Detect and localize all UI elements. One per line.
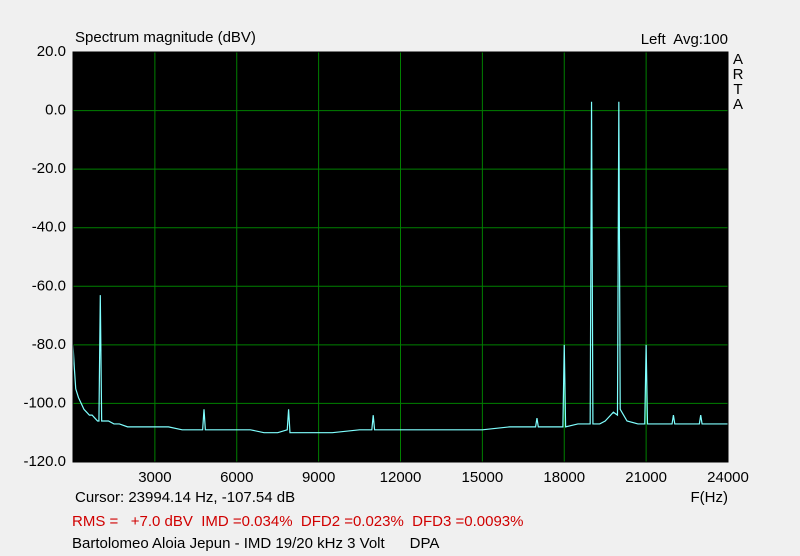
brand: ARTA	[732, 51, 744, 113]
y-tick-label: -60.0	[32, 277, 66, 294]
x-axis-label: F(Hz)	[691, 489, 729, 506]
y-tick-label: -20.0	[32, 160, 66, 177]
y-tick-label: -120.0	[23, 453, 66, 470]
y-tick-label: 0.0	[45, 102, 66, 119]
measurements: RMS = +7.0 dBV IMD =0.034% DFD2 =0.023% …	[72, 513, 523, 530]
y-tick-label: -100.0	[23, 394, 66, 411]
chart-title: Spectrum magnitude (dBV)	[75, 29, 256, 46]
x-tick-label: 18000	[543, 469, 585, 486]
x-tick-label: 3000	[138, 469, 171, 486]
channel-info: Left Avg:100	[641, 31, 728, 48]
spectrum-line	[72, 101, 728, 434]
cursor-readout: Cursor: 23994.14 Hz, -107.54 dB	[75, 489, 295, 506]
plot-border	[72, 51, 729, 463]
y-tick-label: -80.0	[32, 336, 66, 353]
x-tick-label: 15000	[462, 469, 504, 486]
y-tick-label: -40.0	[32, 219, 66, 236]
annotation: 3 Volt	[160, 72, 210, 96]
caption: Bartolomeo Aloia Jepun - IMD 19/20 kHz 3…	[72, 535, 439, 552]
x-tick-label: 9000	[302, 469, 335, 486]
y-tick-label: 20.0	[37, 43, 66, 60]
x-tick-label: 12000	[380, 469, 422, 486]
x-tick-label: 21000	[625, 469, 667, 486]
x-tick-label: 24000	[707, 469, 749, 486]
x-tick-label: 6000	[220, 469, 253, 486]
